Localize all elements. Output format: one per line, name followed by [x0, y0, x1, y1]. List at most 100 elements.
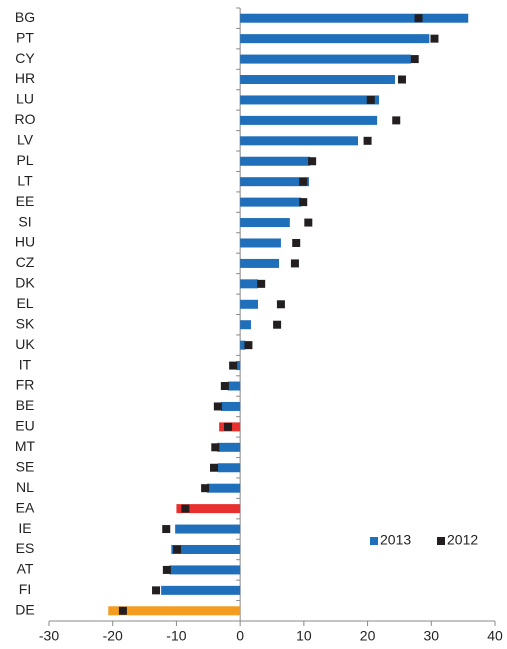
marker [257, 279, 266, 288]
bar [175, 524, 241, 534]
y-tick-label: EU [15, 418, 34, 434]
bar [240, 75, 395, 85]
y-tick-label: CZ [16, 254, 35, 270]
marker [152, 586, 161, 595]
bar [217, 442, 241, 452]
y-tick-label: BG [15, 9, 35, 25]
y-tick-label: SK [16, 315, 35, 331]
marker [210, 463, 219, 472]
marker [118, 606, 127, 615]
y-tick-label: FI [19, 581, 31, 597]
bar [240, 156, 311, 166]
marker [211, 443, 220, 452]
marker [229, 361, 238, 370]
bar [240, 340, 246, 350]
y-tick-label: ES [16, 540, 35, 556]
bar [240, 54, 411, 64]
bar [161, 585, 241, 595]
marker [308, 157, 317, 166]
bar [240, 258, 280, 268]
y-tick-label: EL [16, 295, 33, 311]
marker [273, 320, 282, 329]
marker [292, 238, 301, 247]
marker [299, 198, 308, 207]
marker [201, 484, 210, 493]
bar [108, 606, 241, 616]
y-tick-label: LU [16, 91, 34, 107]
bar [228, 381, 241, 391]
bar [169, 565, 241, 575]
legend-label: 2013 [380, 532, 411, 548]
bar [240, 218, 290, 228]
marker [276, 300, 285, 309]
marker [299, 177, 308, 186]
marker [410, 55, 419, 64]
y-tick-label: PL [16, 152, 33, 168]
bar [240, 95, 380, 105]
marker [304, 218, 313, 227]
marker [181, 504, 190, 513]
y-tick-label: LV [17, 132, 34, 148]
x-tick-label: -20 [103, 628, 123, 644]
bar [240, 136, 359, 146]
y-tick-label: EA [16, 499, 35, 515]
legend-label: 2012 [447, 532, 478, 548]
bar [240, 115, 378, 125]
x-tick-label: -10 [166, 628, 186, 644]
x-tick-label: -30 [39, 628, 59, 644]
bar [240, 197, 302, 207]
bar [240, 238, 281, 248]
bar [240, 299, 258, 309]
y-tick-label: FR [16, 377, 35, 393]
y-tick-label: UK [15, 336, 35, 352]
marker [397, 75, 406, 84]
bar [221, 401, 241, 411]
y-tick-label: HR [15, 70, 35, 86]
bar [240, 13, 469, 23]
y-tick-label: SI [18, 213, 31, 229]
bar [240, 177, 309, 187]
y-tick-label: DE [15, 601, 34, 617]
marker [363, 136, 372, 145]
marker [244, 341, 253, 350]
bar [236, 361, 241, 371]
marker [392, 116, 401, 125]
y-tick-label: NL [16, 479, 34, 495]
marker [224, 422, 233, 431]
y-tick-label: IE [18, 520, 31, 536]
x-tick-label: 0 [236, 628, 244, 644]
y-tick-label: AT [17, 561, 34, 577]
bar [240, 279, 258, 289]
marker [414, 14, 423, 23]
bar [207, 483, 241, 493]
marker [220, 382, 229, 391]
y-tick-label: LT [17, 172, 33, 188]
marker [162, 525, 171, 534]
marker [430, 34, 439, 43]
y-tick-label: MT [15, 438, 36, 454]
bar [217, 463, 241, 473]
x-tick-label: 40 [487, 628, 503, 644]
bar [176, 504, 241, 514]
y-tick-label: RO [15, 111, 36, 127]
y-tick-label: BE [16, 397, 35, 413]
y-tick-label: SE [16, 458, 35, 474]
x-tick-label: 20 [360, 628, 376, 644]
legend-swatch [437, 537, 445, 545]
y-tick-label: EE [16, 193, 35, 209]
marker [162, 565, 171, 574]
y-tick-label: HU [15, 234, 35, 250]
y-tick-label: PT [16, 29, 34, 45]
legend-swatch [370, 537, 378, 545]
bar [240, 34, 430, 44]
marker [173, 545, 182, 554]
x-tick-label: 30 [423, 628, 439, 644]
marker [290, 259, 299, 268]
y-tick-label: IT [19, 356, 32, 372]
marker [366, 95, 375, 104]
y-tick-label: DK [15, 275, 35, 291]
y-tick-label: CY [15, 50, 35, 66]
bar [171, 544, 241, 554]
marker [213, 402, 222, 411]
